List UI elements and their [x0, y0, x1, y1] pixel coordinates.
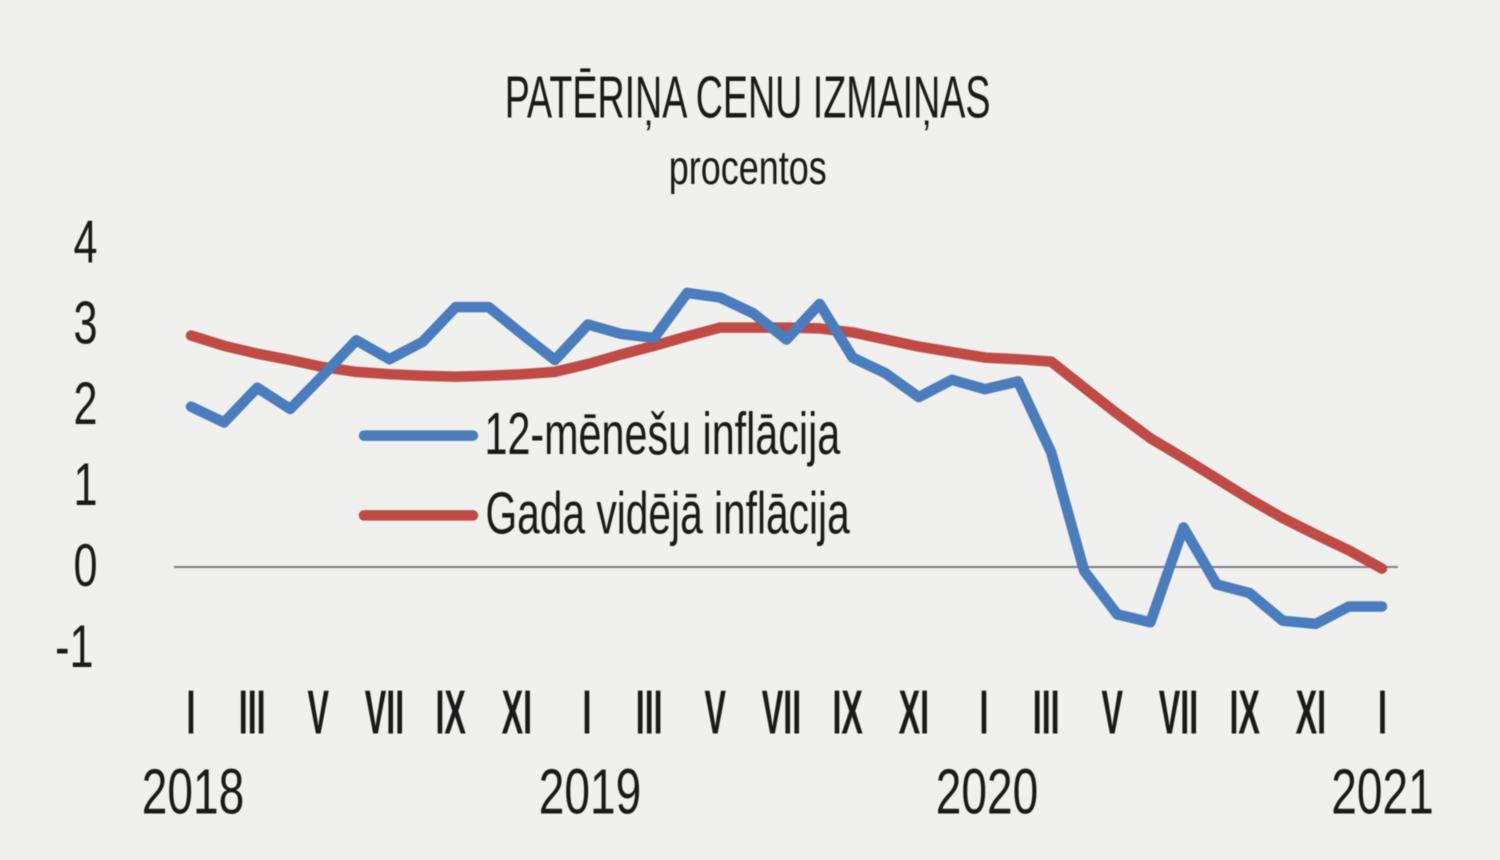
svg-text:III: III	[1033, 678, 1060, 747]
svg-text:0: 0	[73, 533, 97, 600]
svg-text:-1: -1	[55, 614, 93, 681]
svg-text:4: 4	[73, 210, 97, 277]
svg-text:3: 3	[73, 291, 97, 358]
svg-text:VII: VII	[365, 678, 404, 747]
svg-text:procentos: procentos	[669, 141, 827, 194]
svg-text:2018: 2018	[142, 756, 244, 827]
svg-text:2021: 2021	[1331, 756, 1433, 827]
svg-text:2020: 2020	[936, 756, 1038, 827]
svg-text:III: III	[636, 678, 663, 747]
svg-text:V: V	[1102, 678, 1124, 747]
svg-text:I: I	[980, 678, 989, 747]
svg-text:VII: VII	[1159, 678, 1198, 747]
svg-text:XI: XI	[899, 678, 929, 747]
svg-text:XI: XI	[502, 678, 532, 747]
svg-text:III: III	[239, 678, 266, 747]
svg-text:V: V	[308, 678, 330, 747]
svg-text:XI: XI	[1296, 678, 1326, 747]
svg-text:I: I	[1378, 678, 1387, 747]
svg-text:1: 1	[73, 452, 97, 519]
svg-text:PATĒRIŅA CENU IZMAIŅAS: PATĒRIŅA CENU IZMAIŅAS	[505, 65, 991, 131]
svg-text:2: 2	[73, 371, 97, 438]
svg-text:VII: VII	[762, 678, 801, 747]
svg-text:I: I	[187, 678, 196, 747]
svg-text:IX: IX	[1229, 678, 1259, 747]
svg-text:2019: 2019	[539, 756, 641, 827]
svg-text:IX: IX	[435, 678, 465, 747]
svg-text:12-mēnešu inflācija: 12-mēnešu inflācija	[485, 401, 841, 467]
svg-text:I: I	[583, 678, 592, 747]
svg-text:Gada vidējā inflācija: Gada vidējā inflācija	[486, 480, 851, 546]
svg-text:IX: IX	[832, 678, 862, 747]
svg-text:V: V	[705, 678, 727, 747]
